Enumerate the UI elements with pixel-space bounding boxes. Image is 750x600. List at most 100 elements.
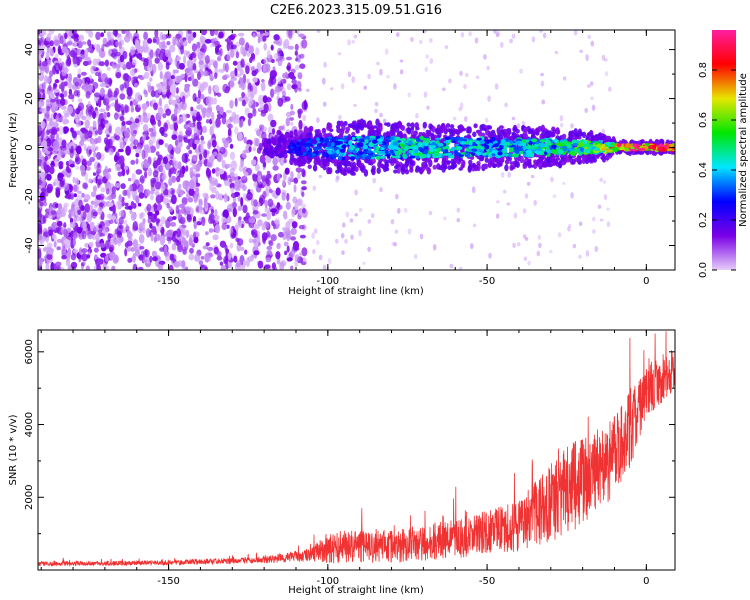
heatmap-cell: [63, 67, 69, 74]
heatmap-cell: [232, 207, 237, 218]
heatmap-cell: [294, 64, 300, 70]
heatmap-cell: [161, 173, 167, 181]
heatmap-cell: [146, 113, 151, 120]
heatmap-cell: [196, 121, 202, 130]
heatmap-cell: [150, 135, 156, 144]
heatmap-cell: [73, 33, 79, 39]
heatmap-cell: [106, 66, 111, 71]
heatmap-cell: [472, 131, 477, 138]
heatmap-cell: [96, 259, 102, 265]
heatmap-cell: [276, 242, 281, 248]
heatmap-cell: [130, 201, 135, 208]
heatmap-cell: [530, 174, 535, 179]
heatmap-cell: [229, 167, 235, 174]
heatmap-cell: [147, 167, 152, 177]
heatmap-cell: [147, 38, 153, 44]
heatmap-cell: [399, 69, 404, 75]
heatmap-cell: [133, 139, 139, 146]
heatmap-cell: [244, 219, 249, 224]
heatmap-cell: [122, 227, 126, 234]
heatmap-cell: [606, 221, 611, 228]
heatmap-cell: [65, 167, 71, 173]
heatmap-cell: [390, 123, 396, 132]
heatmap-cell: [407, 92, 412, 98]
heatmap-cell: [403, 207, 408, 213]
heatmap-cell: [88, 178, 92, 184]
heatmap-cell: [78, 199, 83, 208]
heatmap-cell: [290, 122, 294, 126]
heatmap-cell: [426, 105, 430, 110]
heatmap-cell: [114, 183, 121, 188]
heatmap-cell: [464, 116, 468, 122]
heatmap-cell: [129, 184, 133, 192]
heatmap-cell: [141, 219, 146, 229]
heatmap-cell: [137, 183, 144, 194]
heatmap-cell: [200, 143, 204, 153]
heatmap-cell: [429, 58, 434, 64]
heatmap-cell: [65, 30, 68, 34]
heatmap-cell: [388, 158, 393, 164]
heatmap-cell: [88, 30, 94, 38]
heatmap-cell: [516, 123, 521, 129]
heatmap-cell: [237, 205, 242, 212]
heatmap-cell: [286, 150, 293, 154]
heatmap-cell: [281, 138, 287, 145]
heatmap-cell: [350, 234, 354, 240]
heatmap-cell: [173, 122, 178, 131]
heatmap-cell: [511, 132, 516, 140]
heatmap-cell: [182, 248, 187, 255]
heatmap-cell: [288, 71, 295, 79]
heatmap-cell: [103, 227, 109, 236]
heatmap-cell: [215, 117, 221, 128]
heatmap-cell: [206, 162, 213, 168]
heatmap-cell: [243, 171, 249, 177]
heatmap-cell: [592, 216, 596, 222]
heatmap-cell: [120, 103, 124, 114]
heatmap-cell: [475, 75, 480, 80]
heatmap-cell: [95, 31, 101, 41]
heatmap-cell: [228, 262, 233, 268]
heatmap-cell: [601, 155, 607, 163]
heatmap-cell: [41, 181, 46, 189]
heatmap-cell: [221, 244, 225, 249]
heatmap-cell: [463, 83, 467, 90]
heatmap-cell: [601, 128, 606, 134]
heatmap-cell: [119, 93, 126, 100]
heatmap-cell: [467, 165, 472, 173]
heatmap-cell: [65, 58, 72, 67]
heatmap-cell: [300, 180, 307, 185]
heatmap-cell: [80, 110, 84, 119]
heatmap-cell: [348, 123, 354, 128]
heatmap-cell: [75, 215, 80, 222]
heatmap-cell: [54, 157, 59, 168]
heatmap-cell: [181, 266, 187, 270]
heatmap-cell: [125, 145, 131, 156]
heatmap-cell: [407, 228, 412, 235]
heatmap-cell: [531, 134, 536, 138]
heatmap-cell: [116, 225, 123, 236]
heatmap-cell: [290, 236, 296, 241]
heatmap-cell: [224, 38, 231, 43]
heatmap-cell: [347, 71, 352, 78]
heatmap-cell: [282, 177, 286, 188]
heatmap-cell: [295, 57, 299, 62]
heatmap-cell: [482, 127, 487, 131]
heatmap-cell: [428, 210, 433, 216]
heatmap-cell: [605, 135, 610, 140]
heatmap-cell: [107, 138, 113, 149]
heatmap-cell: [587, 34, 591, 40]
heatmap-cell: [459, 102, 464, 110]
heatmap-cell: [285, 229, 292, 239]
heatmap-cell: [108, 195, 115, 200]
heatmap-cell: [111, 265, 116, 270]
heatmap-cell: [180, 228, 185, 238]
heatmap-cell: [568, 131, 573, 138]
heatmap-cell: [93, 151, 97, 158]
heatmap-cell: [396, 164, 401, 168]
heatmap-cell: [86, 254, 90, 259]
heatmap-cell: [117, 202, 123, 210]
heatmap-cell: [259, 154, 266, 164]
heatmap-cell: [188, 237, 193, 247]
heatmap-cell: [38, 91, 41, 102]
